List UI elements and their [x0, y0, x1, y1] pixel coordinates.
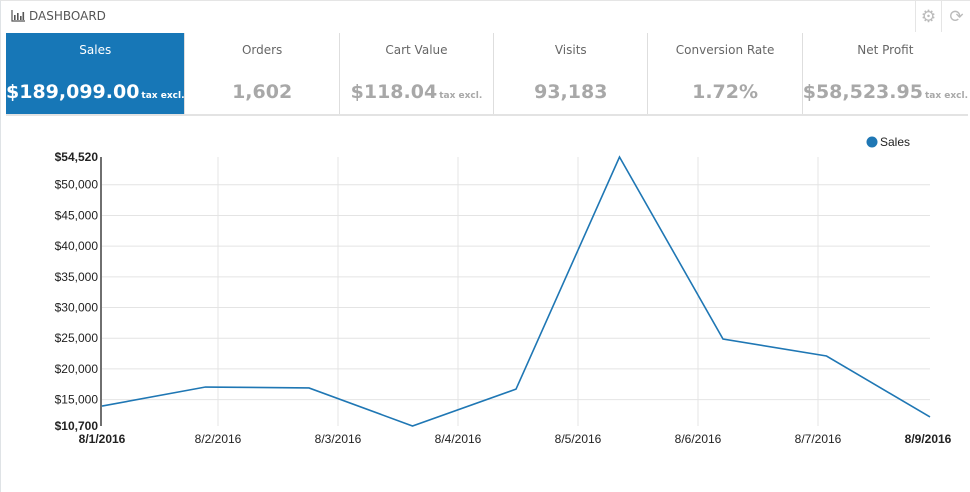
kpi-value: 93,183: [494, 81, 647, 103]
x-max-label: 8/9/2016: [905, 432, 952, 446]
kpi-value-text: 93,183: [534, 81, 608, 103]
sales-data-point[interactable]: [720, 336, 726, 342]
kpi-tab-conversion-rate[interactable]: Conversion Rate 1.72%: [648, 33, 803, 114]
kpi-label: Conversion Rate: [675, 43, 775, 57]
y-tick-label: $20,000: [55, 362, 99, 376]
sales-data-point[interactable]: [99, 403, 105, 409]
x-min-label: 8/1/2016: [79, 432, 126, 446]
kpi-label: Sales: [79, 43, 112, 57]
y-min-label: $10,700: [55, 419, 99, 433]
kpi-tab-cart-value[interactable]: Cart Value $118.04 tax excl.: [340, 33, 495, 114]
y-tick-label: $30,000: [55, 301, 99, 315]
x-tick-label: 8/6/2016: [675, 432, 722, 446]
sales-data-point[interactable]: [306, 385, 312, 391]
sales-series-line: [101, 155, 931, 427]
sales-data-point[interactable]: [927, 414, 933, 420]
x-tick-label: 8/4/2016: [435, 432, 482, 446]
kpi-value-text: $58,523.95: [802, 81, 923, 103]
kpi-value: $58,523.95 tax excl.: [803, 81, 968, 103]
legend-label: Sales: [880, 135, 910, 149]
sales-line-chart: $15,000 $20,000 $25,000 $30,000 $35,000 $40,0…: [55, 135, 952, 446]
kpi-tabs: Sales $189,099.00 tax excl. Orders 1,602 Cart…: [6, 33, 968, 116]
panel-title-text: DASHBOARD: [29, 9, 106, 23]
sales-data-point[interactable]: [410, 423, 416, 429]
y-tick-label: $25,000: [55, 331, 99, 345]
gear-icon: ⚙: [920, 6, 937, 27]
y-tick-label: $40,000: [55, 239, 99, 253]
kpi-label: Cart Value: [385, 43, 448, 57]
kpi-suffix: tax excl.: [141, 91, 185, 101]
y-max-label: $54,520: [55, 150, 99, 164]
x-tick-label: 8/5/2016: [555, 432, 602, 446]
kpi-value-text: 1.72%: [692, 81, 759, 103]
kpi-tab-visits[interactable]: Visits 93,183: [494, 33, 649, 114]
refresh-icon: ⟳: [949, 6, 964, 27]
kpi-label: Visits: [554, 43, 587, 57]
panel-header: DASHBOARD ⚙ ⟳: [1, 1, 970, 32]
kpi-value-text: $189,099.00: [6, 81, 140, 103]
y-tick-label: $35,000: [55, 270, 99, 284]
kpi-value: $189,099.00 tax excl.: [6, 81, 184, 103]
sales-data-point[interactable]: [617, 154, 623, 160]
kpi-suffix: tax excl.: [924, 91, 968, 101]
x-tick-label: 8/2/2016: [195, 432, 242, 446]
x-tick-label: 8/3/2016: [315, 432, 362, 446]
y-tick-label: $50,000: [55, 178, 99, 192]
sales-data-point[interactable]: [824, 353, 830, 359]
refresh-button[interactable]: ⟳: [941, 1, 970, 32]
y-tick-label: $15,000: [55, 393, 99, 407]
legend-marker: [866, 136, 878, 148]
kpi-value: $118.04 tax excl.: [340, 81, 493, 103]
settings-button[interactable]: ⚙: [915, 1, 941, 32]
kpi-tab-orders[interactable]: Orders 1,602: [185, 33, 340, 114]
kpi-suffix: tax excl.: [439, 91, 483, 101]
y-tick-label: $45,000: [55, 208, 99, 222]
kpi-label: Net Profit: [857, 43, 914, 57]
kpi-label: Orders: [241, 43, 283, 57]
kpi-tab-sales[interactable]: Sales $189,099.00 tax excl.: [6, 33, 186, 114]
sales-data-point[interactable]: [203, 384, 209, 390]
kpi-value: 1,602: [185, 81, 338, 103]
panel-title: DASHBOARD: [11, 9, 106, 23]
kpi-tab-net-profit[interactable]: Net Profit $58,523.95 tax excl.: [803, 33, 968, 114]
chart-legend[interactable]: Sales: [866, 135, 911, 149]
sales-data-point[interactable]: [513, 386, 519, 392]
kpi-value-text: 1,602: [232, 81, 293, 103]
x-tick-label: 8/7/2016: [795, 432, 842, 446]
bar-chart-icon: [11, 10, 25, 22]
kpi-value-text: $118.04: [350, 81, 438, 103]
kpi-value: 1.72%: [648, 81, 801, 103]
